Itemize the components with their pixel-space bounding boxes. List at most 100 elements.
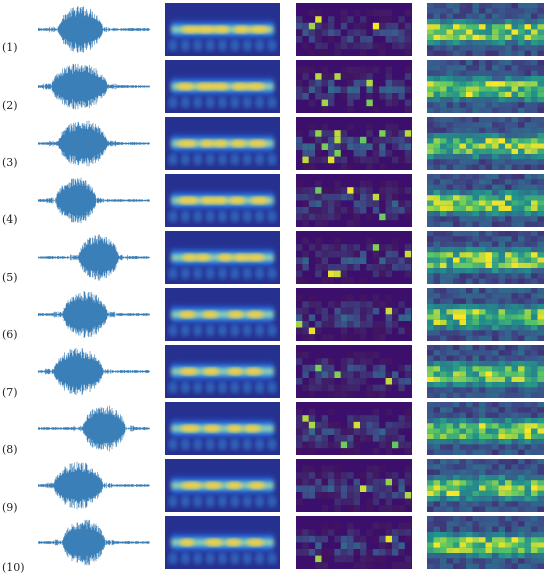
feature-cell xyxy=(537,40,544,46)
feature-cell xyxy=(302,549,309,556)
scalogram-hotspot xyxy=(202,310,219,319)
feature-cell xyxy=(302,529,309,536)
feature-cell xyxy=(353,415,360,422)
feature-cell xyxy=(459,246,466,253)
feature-cell xyxy=(440,81,447,87)
feature-cell xyxy=(360,371,367,378)
feature-cell xyxy=(492,464,499,470)
feature-cell xyxy=(446,246,453,253)
feature-cell xyxy=(518,474,525,481)
feature-cell xyxy=(433,439,440,445)
feature-cell xyxy=(366,99,373,107)
feature-cell xyxy=(398,415,405,422)
feature-cell xyxy=(446,417,453,424)
feature-cell xyxy=(505,547,512,554)
feature-cell xyxy=(392,505,399,512)
feature-cell xyxy=(505,29,512,35)
feature-cell xyxy=(531,164,538,170)
feature-cell xyxy=(366,143,373,150)
feature-cell xyxy=(518,402,525,408)
scalogram-hotspot xyxy=(226,538,242,547)
feature-cell xyxy=(321,123,328,131)
feature-cell xyxy=(427,3,434,9)
feature-cell xyxy=(453,444,460,450)
feature-cell xyxy=(485,330,492,336)
feature-cell xyxy=(505,148,512,155)
feature-cell xyxy=(398,492,405,499)
feature-cell xyxy=(347,448,354,455)
feature-cell xyxy=(366,301,373,308)
feature-cell xyxy=(531,469,538,475)
feature-cell xyxy=(479,330,486,336)
feature-cell xyxy=(511,97,518,103)
feature-cell xyxy=(433,273,440,279)
feature-cell xyxy=(321,522,328,530)
feature-cell xyxy=(398,42,405,50)
scalogram-lobe xyxy=(180,438,191,451)
feature-cell xyxy=(518,345,525,351)
feature-cell xyxy=(459,117,466,123)
feature-cell xyxy=(505,40,512,46)
scalogram-hotspot xyxy=(247,310,264,319)
feature-cell xyxy=(446,501,453,507)
feature-cell xyxy=(385,123,392,131)
feature-cell xyxy=(492,485,499,491)
feature-cell xyxy=(472,293,479,299)
scalogram-lobe xyxy=(267,96,277,109)
scalogram-lobe xyxy=(229,96,240,109)
feature-cell xyxy=(427,8,434,14)
feature-cell xyxy=(505,273,512,279)
feature-cell xyxy=(518,423,525,429)
feature-cell xyxy=(340,143,348,150)
feature-cell xyxy=(531,402,538,408)
feature-cell xyxy=(537,60,544,66)
feature-cell xyxy=(360,472,367,479)
feature-cell xyxy=(440,91,447,98)
feature-cell xyxy=(385,180,392,188)
feature-cell xyxy=(453,195,460,201)
feature-cell xyxy=(511,506,518,512)
feature-cell xyxy=(372,522,380,530)
feature-cell xyxy=(433,474,440,481)
feature-cell xyxy=(321,472,328,479)
feature-cell xyxy=(360,22,367,30)
scalogram-lobe xyxy=(168,324,178,337)
feature-cell xyxy=(347,257,354,264)
feature-cell xyxy=(498,464,505,470)
feature-cell xyxy=(360,143,367,150)
feature-cell xyxy=(433,107,440,113)
feature-cell xyxy=(315,478,322,486)
feature-cell xyxy=(505,355,512,361)
feature-cell xyxy=(296,415,303,422)
feature-cell xyxy=(518,319,525,326)
feature-cell xyxy=(459,501,466,507)
feature-cell xyxy=(379,270,386,278)
feature-cell xyxy=(385,307,392,315)
feature-cell xyxy=(505,392,512,398)
feature-cell xyxy=(531,387,538,393)
feature-cell xyxy=(472,553,479,559)
feature-cell xyxy=(531,34,538,41)
feature-cell xyxy=(440,107,447,113)
feature-cell xyxy=(518,387,525,393)
feature-cell xyxy=(531,65,538,71)
feature-cell xyxy=(440,376,447,383)
feature-cell xyxy=(353,435,360,442)
feature-cell xyxy=(379,42,386,50)
feature-cell xyxy=(347,106,354,113)
feature-cell xyxy=(340,130,348,137)
feature-cell xyxy=(440,298,447,304)
feature-cell xyxy=(524,325,531,331)
feature-cell xyxy=(524,309,531,315)
feature-cell xyxy=(479,127,486,133)
feature-cell xyxy=(505,236,512,242)
feature-cell xyxy=(518,231,525,237)
feature-cell xyxy=(347,93,354,100)
feature-cell xyxy=(511,423,518,429)
feature-cell xyxy=(492,117,499,123)
feature-cell xyxy=(308,384,316,392)
feature-cell xyxy=(524,459,531,465)
feature-cell xyxy=(518,184,525,190)
feature-cell xyxy=(385,187,392,194)
feature-cell xyxy=(404,130,412,137)
